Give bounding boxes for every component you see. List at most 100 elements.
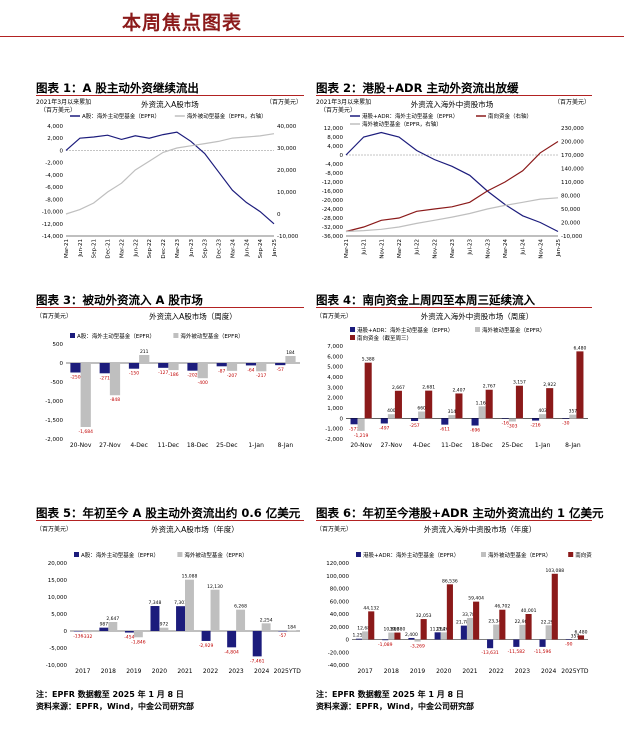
x-tick-label-7: 2024	[254, 668, 269, 675]
legend-entry-2: 南向资金	[575, 551, 592, 559]
bar-s0-4	[187, 363, 198, 371]
bar-s2-7	[576, 351, 584, 419]
bar-s1-6	[236, 609, 246, 631]
x-tick-label-7: 8-Jan	[278, 442, 294, 449]
x-tick-label-11: Nov-24	[538, 239, 544, 259]
x-tick-label-3: 2020	[436, 668, 451, 675]
x-tick-label-2: 2019	[126, 668, 141, 675]
y-tick-label-4: -4,000	[45, 173, 63, 179]
bar-s1-3	[448, 415, 456, 419]
chart-5-rule	[36, 520, 304, 521]
x-tick-label-7: Jul-23	[468, 239, 474, 256]
chart-title: 外资流入A股市场	[141, 99, 199, 109]
x-tick-label-2: 4-Dec	[413, 442, 431, 449]
legend-entry-0: 港股+ADR：海外主动型基金（EPFR）	[357, 326, 453, 334]
data-label-s1-8: 184	[287, 624, 296, 630]
bar-s0-6	[513, 639, 520, 647]
source-right: 资料来源：EPFR，Wind，中金公司研究部	[316, 702, 474, 711]
y-tick-label-3: 0	[340, 153, 344, 159]
series-line-0	[345, 131, 559, 233]
x-tick-label-5: Jun-22	[133, 239, 139, 258]
series-line-1	[345, 140, 559, 233]
legend-swatch-2	[568, 552, 574, 557]
bar-s1-4	[466, 617, 474, 640]
data-label-s2-4: 2,767	[483, 384, 496, 390]
legend-entry-1: 海外被动型基金（EPFR，右轴）	[187, 112, 267, 120]
x-tick-label-13: Jun-24	[244, 239, 250, 258]
y-tick-label-2: 10,000	[48, 595, 68, 601]
y-tick-label-3: -2,000	[45, 161, 63, 167]
bar-s1-0	[80, 363, 91, 427]
x-tick-label-1: 2018	[101, 668, 116, 675]
bar-s2-6	[546, 388, 554, 419]
chart-subtitle: 2021年3月以来累加	[36, 98, 91, 106]
y-tick-label-5: 20,000	[330, 625, 350, 631]
data-label-s1-6: -217	[256, 373, 266, 379]
x-tick-label-3: Dec-21	[106, 239, 112, 259]
x-tick-label-5: 2022	[489, 668, 504, 675]
chart-title: 外资流入海外中资股市场	[411, 99, 494, 109]
x-tick-label-4: Jul-22	[415, 239, 421, 256]
data-label-s0-4: -202	[187, 373, 197, 379]
x-tick-label-9: Mar-24	[503, 239, 509, 259]
y-tick-label-5: -2,000	[45, 437, 63, 443]
y-axis-label: （百万美元）	[316, 312, 352, 320]
bar-s2-1	[394, 390, 402, 419]
data-label-s1-6: 22,980	[515, 619, 531, 625]
x-tick-label-1: Jul-21	[362, 239, 368, 256]
data-label-s1-7: 2,254	[260, 617, 273, 623]
legend-entry-1: 海外被动型基金（EPFR）	[180, 332, 243, 340]
x-tick-label-1: 27-Nov	[381, 442, 403, 449]
data-label-s0-2: 2,400	[405, 632, 418, 638]
bar-s0-3	[158, 363, 169, 368]
data-label-s1-1: 400	[387, 408, 396, 414]
y2-tick-label-2: 20,000	[277, 168, 297, 174]
y-axis-label: （百万美元）	[36, 525, 72, 533]
source-left: 资料来源：EPFR，Wind，中金公司研究部	[36, 702, 194, 711]
data-label-s0-0: -577	[349, 426, 359, 432]
x-tick-label-4: 2021	[177, 668, 192, 675]
series-line-1	[65, 133, 275, 215]
data-label-s0-5: -16	[502, 420, 509, 426]
data-label-s0-3: 11,264	[430, 626, 446, 632]
y-tick-label-4: -4,000	[325, 162, 343, 168]
legend-swatch-1	[173, 333, 179, 338]
data-label-s2-1: 10,880	[390, 627, 406, 633]
y2-tick-label-3: 140,000	[561, 167, 584, 173]
x-tick-label-7: Dec-22	[161, 239, 167, 259]
data-label-s0-0: 1,253	[353, 633, 366, 639]
chart-title: 外资流入海外中资股市场（周度）	[421, 311, 534, 321]
footnote-right: 注：EPFR 数据截至 2025 年 1 月 8 日	[316, 690, 464, 699]
bar-s0-0	[73, 631, 83, 632]
chart-3-title: 图表 3：被动外资流入 A 股市场	[36, 293, 203, 307]
data-label-s0-6: -11,582	[508, 649, 526, 655]
legend-swatch-1	[177, 552, 183, 557]
data-label-s0-4: 7,301	[174, 600, 187, 606]
bar-s1-6	[519, 624, 526, 640]
data-label-s2-3: 86,536	[442, 578, 458, 584]
bar-s1-0	[357, 418, 365, 431]
x-tick-label-7: 2024	[541, 668, 556, 675]
y-tick-label-0: 120,000	[326, 561, 349, 567]
y2-tick-label-1: 200,000	[561, 140, 584, 146]
bar-s1-2	[414, 639, 421, 642]
chart-title: 外资流入A股市场（年度）	[151, 524, 239, 534]
data-label-s2-2: 32,053	[416, 613, 432, 619]
data-label-s0-5: -13,631	[481, 650, 499, 656]
bar-s0-0	[355, 638, 363, 640]
bar-s0-5	[216, 363, 227, 367]
x-tick-label-6: Sep-22	[147, 239, 153, 258]
bar-s0-4	[471, 418, 479, 426]
chart-title: 外资流入海外中资股市场（年度）	[424, 524, 537, 534]
legend-entry-0: 港股+ADR：海外主动型基金（EPFR）	[363, 551, 459, 559]
y2-axis-label: （百万美元）	[266, 98, 302, 106]
y-tick-label-7: -20,000	[328, 650, 350, 656]
x-tick-label-3: 2020	[152, 668, 167, 675]
data-label-s1-2: 660	[417, 406, 426, 412]
bar-s0-6	[532, 418, 540, 421]
data-label-s1-4: 15,088	[182, 574, 198, 580]
bar-s0-3	[150, 606, 160, 631]
y-tick-label-1: 0	[60, 361, 64, 367]
data-label-s0-1: -497	[379, 425, 389, 431]
bar-s1-2	[139, 354, 150, 363]
